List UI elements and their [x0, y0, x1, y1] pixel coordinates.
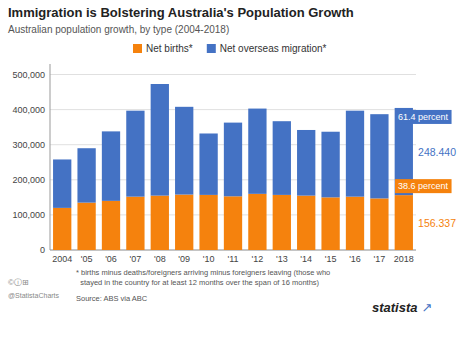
- y-tick-label: 0: [40, 245, 45, 255]
- annotation: 61.4 percent: [398, 112, 449, 122]
- bar: [297, 130, 315, 196]
- bar: [370, 198, 388, 250]
- bar: [77, 148, 95, 202]
- legend-label: Net overseas migration*: [220, 43, 327, 54]
- grid-line: [50, 109, 416, 110]
- x-tick-label: '15: [325, 254, 337, 264]
- bar: [53, 208, 71, 250]
- social-icons: ©ⓘ⊞: [8, 278, 29, 287]
- bar: [370, 114, 388, 198]
- grid-line: [50, 74, 416, 75]
- bars: [53, 84, 413, 250]
- legend-swatch: [207, 44, 216, 53]
- bar: [175, 195, 193, 250]
- legend-label: Net births*: [146, 43, 193, 54]
- bar: [126, 111, 144, 197]
- bar: [346, 111, 364, 197]
- title: Immigration is Bolstering Australia's Po…: [8, 5, 354, 20]
- bar: [151, 196, 169, 250]
- annotation: 248.440: [418, 146, 456, 158]
- x-tick-label: '16: [349, 254, 361, 264]
- bar: [273, 195, 291, 250]
- chart: Immigration is Bolstering Australia's Po…: [0, 0, 474, 337]
- annotation-box: 61.4 percent: [395, 110, 452, 124]
- footnote: stayed in the country for at least 12 mo…: [76, 278, 320, 287]
- legend-swatch: [133, 44, 142, 53]
- bar: [248, 194, 266, 250]
- annotation: 156.337: [418, 217, 456, 229]
- bar: [102, 131, 120, 200]
- x-tick-label: 2018: [394, 254, 414, 264]
- subtitle: Australian population growth, by type (2…: [8, 24, 229, 35]
- x-tick-label: '05: [81, 254, 93, 264]
- bar: [297, 196, 315, 250]
- source: Source: ABS via ABC: [76, 294, 148, 303]
- bar: [321, 132, 339, 198]
- annotation-box-bg: [395, 110, 452, 124]
- x-tick-label: 2004: [52, 254, 72, 264]
- bar: [346, 197, 364, 250]
- x-tick-label: '08: [154, 254, 166, 264]
- y-tick-label: 400,000: [12, 105, 45, 115]
- x-tick-label: '12: [252, 254, 264, 264]
- y-tick-label: 500,000: [12, 70, 45, 80]
- bar: [53, 159, 71, 207]
- brand: statista: [372, 300, 418, 315]
- bar: [224, 196, 242, 250]
- x-tick-label: '10: [203, 254, 215, 264]
- brand-icon: ↗: [422, 300, 433, 315]
- bar: [273, 121, 291, 195]
- bar: [175, 107, 193, 195]
- bar: [395, 195, 413, 250]
- social-handle: @StatistaCharts: [8, 292, 60, 299]
- x-tick-label: '09: [178, 254, 190, 264]
- grid: [50, 75, 416, 250]
- x-tick-label: '13: [276, 254, 288, 264]
- x-tick-label: '11: [227, 254, 238, 264]
- annotation-box-bg: [395, 179, 452, 193]
- annotation-box: 38.6 percent: [395, 179, 452, 193]
- bar: [248, 109, 266, 194]
- y-tick-label: 300,000: [12, 140, 45, 150]
- annotation: 38.6 percent: [398, 181, 449, 191]
- y-tick-label: 100,000: [12, 210, 45, 220]
- y-tick-label: 200,000: [12, 175, 45, 185]
- x-tick-label: '07: [130, 254, 142, 264]
- footnote: * births minus deaths/foreigners arrivin…: [76, 268, 330, 277]
- bar: [126, 197, 144, 250]
- x-tick-label: '06: [105, 254, 117, 264]
- bar: [321, 197, 339, 250]
- x-tick-label: '17: [374, 254, 386, 264]
- bar: [199, 133, 217, 194]
- bar: [102, 201, 120, 250]
- bar: [224, 123, 242, 197]
- x-tick-label: '14: [300, 254, 312, 264]
- bar: [151, 84, 169, 196]
- bar: [199, 195, 217, 250]
- bar: [77, 203, 95, 250]
- y-axis-line: [50, 64, 51, 250]
